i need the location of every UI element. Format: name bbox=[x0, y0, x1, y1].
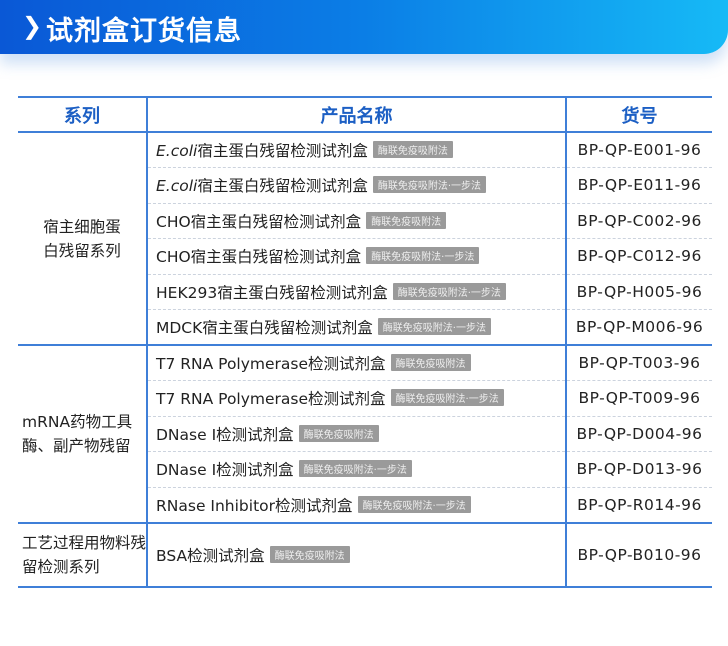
catalog-number: BP-QP-B010-96 bbox=[566, 522, 712, 588]
product-prefix: E.coli bbox=[156, 177, 198, 196]
table-row: E.coli宿主蛋白残留检测试剂盒 酶联免疫吸附法·一步法 BP-QP-E011-9… bbox=[18, 167, 712, 204]
product-name-cell: DNase I检测试剂盒 酶联免疫吸附法·一步法 bbox=[147, 451, 567, 488]
column-header-series: 系列 bbox=[18, 96, 148, 133]
product-name-cell: RNase Inhibitor检测试剂盒 酶联免疫吸附法·一步法 bbox=[147, 487, 567, 524]
series-cell: mRNA药物工具酶、副产物残留 bbox=[18, 345, 148, 524]
catalog-number: BP-QP-D013-96 bbox=[566, 451, 712, 488]
product-name: MDCK宿主蛋白残留检测试剂盒 bbox=[156, 319, 373, 337]
method-tag: 酶联免疫吸附法·一步法 bbox=[377, 318, 491, 335]
table-row: HEK293宿主蛋白残留检测试剂盒 酶联免疫吸附法·一步法 BP-QP-H005-9… bbox=[18, 274, 712, 310]
method-tag: 酶联免疫吸附法 bbox=[372, 141, 453, 158]
catalog-number: BP-QP-D004-96 bbox=[566, 416, 712, 452]
product-name: DNase I检测试剂盒 bbox=[156, 425, 294, 444]
catalog-number: BP-QP-R014-96 bbox=[566, 487, 712, 524]
catalog-number: BP-QP-T009-96 bbox=[566, 380, 712, 417]
method-tag: 酶联免疫吸附法·一步法 bbox=[392, 282, 506, 300]
product-name: 宿主蛋白残留检测试剂盒 bbox=[197, 142, 368, 160]
product-name: DNase I检测试剂盒 bbox=[156, 461, 294, 480]
table-row: DNase I检测试剂盒 酶联免疫吸附法 BP-QP-D004-96 bbox=[18, 416, 712, 452]
table-row: DNase I检测试剂盒 酶联免疫吸附法·一步法 BP-QP-D013-96 bbox=[18, 451, 712, 488]
product-name-cell: DNase I检测试剂盒 酶联免疫吸附法 bbox=[147, 416, 567, 452]
product-name-cell: CHO宿主蛋白残留检测试剂盒 酶联免疫吸附法·一步法 bbox=[147, 238, 567, 275]
method-tag: 酶联免疫吸附法 bbox=[298, 424, 379, 442]
product-name: RNase Inhibitor检测试剂盒 bbox=[156, 496, 353, 515]
method-tag: 酶联免疫吸附法·一步法 bbox=[298, 460, 412, 478]
series-cell: 工艺过程用物料残留检测系列 bbox=[18, 522, 148, 588]
table-row: 工艺过程用物料残留检测系列 BSA检测试剂盒 酶联免疫吸附法 BP-QP-B010-9… bbox=[18, 522, 712, 588]
product-name: HEK293宿主蛋白残留检测试剂盒 bbox=[156, 283, 388, 302]
table-row: 宿主细胞蛋白残留系列 E.coli宿主蛋白残留检测试剂盒 酶联免疫吸附法 BP-QP-… bbox=[18, 132, 712, 346]
method-tag: 酶联免疫吸附法 bbox=[269, 545, 350, 563]
chevron-right-icon: ❯ bbox=[22, 12, 43, 40]
table-row: mRNA药物工具酶、副产物残留 T7 RNA Polymerase检测试剂盒 酶联免… bbox=[18, 345, 712, 524]
product-name: T7 RNA Polymerase检测试剂盒 bbox=[156, 390, 386, 409]
method-tag: 酶联免疫吸附法·一步法 bbox=[390, 389, 504, 407]
product-name-cell: BSA检测试剂盒 酶联免疫吸附法 bbox=[147, 522, 567, 588]
product-name-cell: T7 RNA Polymerase检测试剂盒 酶联免疫吸附法·一步法 bbox=[147, 380, 567, 417]
product-prefix: E.coli bbox=[156, 142, 198, 160]
page-title: 试剂盒订货信息 bbox=[46, 16, 242, 47]
catalog-number: BP-QP-C012-96 bbox=[566, 238, 712, 275]
product-name: 宿主蛋白残留检测试剂盒 bbox=[197, 177, 368, 196]
method-tag: 酶联免疫吸附法 bbox=[390, 354, 471, 371]
header-banner: ❯ 试剂盒订货信息 bbox=[0, 0, 728, 54]
catalog-number: BP-QP-E001-96 bbox=[566, 132, 712, 168]
method-tag: 酶联免疫吸附法·一步法 bbox=[366, 247, 480, 265]
table-row: CHO宿主蛋白残留检测试剂盒 酶联免疫吸附法 BP-QP-C002-96 bbox=[18, 203, 712, 239]
method-tag: 酶联免疫吸附法 bbox=[366, 211, 447, 229]
method-tag: 酶联免疫吸附法·一步法 bbox=[372, 176, 487, 194]
product-name-cell: HEK293宿主蛋白残留检测试剂盒 酶联免疫吸附法·一步法 bbox=[147, 274, 567, 310]
product-name-cell: E.coli宿主蛋白残留检测试剂盒 酶联免疫吸附法·一步法 bbox=[147, 167, 567, 204]
table-row: T7 RNA Polymerase检测试剂盒 酶联免疫吸附法·一步法 BP-QP-T… bbox=[18, 380, 712, 417]
table-row: MDCK宿主蛋白残留检测试剂盒 酶联免疫吸附法·一步法 BP-QP-M006-96 bbox=[18, 309, 712, 346]
method-tag: 酶联免疫吸附法·一步法 bbox=[357, 495, 471, 513]
catalog-number: BP-QP-H005-96 bbox=[566, 274, 712, 310]
product-name: T7 RNA Polymerase检测试剂盒 bbox=[156, 355, 386, 373]
product-name: CHO宿主蛋白残留检测试剂盒 bbox=[156, 212, 362, 231]
product-name-cell: E.coli宿主蛋白残留检测试剂盒 酶联免疫吸附法 bbox=[147, 132, 567, 168]
table-row: RNase Inhibitor检测试剂盒 酶联免疫吸附法·一步法 BP-QP-R01… bbox=[18, 487, 712, 524]
product-name-cell: T7 RNA Polymerase检测试剂盒 酶联免疫吸附法 bbox=[147, 345, 567, 381]
series-cell: 宿主细胞蛋白残留系列 bbox=[18, 132, 148, 346]
table-row: CHO宿主蛋白残留检测试剂盒 酶联免疫吸附法·一步法 BP-QP-C012-96 bbox=[18, 238, 712, 275]
catalog-number: BP-QP-T003-96 bbox=[566, 345, 712, 381]
column-header-catalog: 货号 bbox=[566, 96, 712, 133]
product-name-cell: CHO宿主蛋白残留检测试剂盒 酶联免疫吸附法 bbox=[147, 203, 567, 239]
catalog-number: BP-QP-M006-96 bbox=[566, 309, 712, 346]
product-name: BSA检测试剂盒 bbox=[156, 546, 265, 565]
catalog-number: BP-QP-C002-96 bbox=[566, 203, 712, 239]
product-name: CHO宿主蛋白残留检测试剂盒 bbox=[156, 248, 362, 267]
product-name-cell: MDCK宿主蛋白残留检测试剂盒 酶联免疫吸附法·一步法 bbox=[147, 309, 567, 346]
catalog-number: BP-QP-E011-96 bbox=[566, 167, 712, 204]
column-header-product: 产品名称 bbox=[147, 96, 567, 133]
order-info-table: 系列 产品名称 货号 宿主细胞蛋白残留系列 E.coli宿主蛋白残留检测试剂盒 酶联… bbox=[18, 96, 712, 588]
